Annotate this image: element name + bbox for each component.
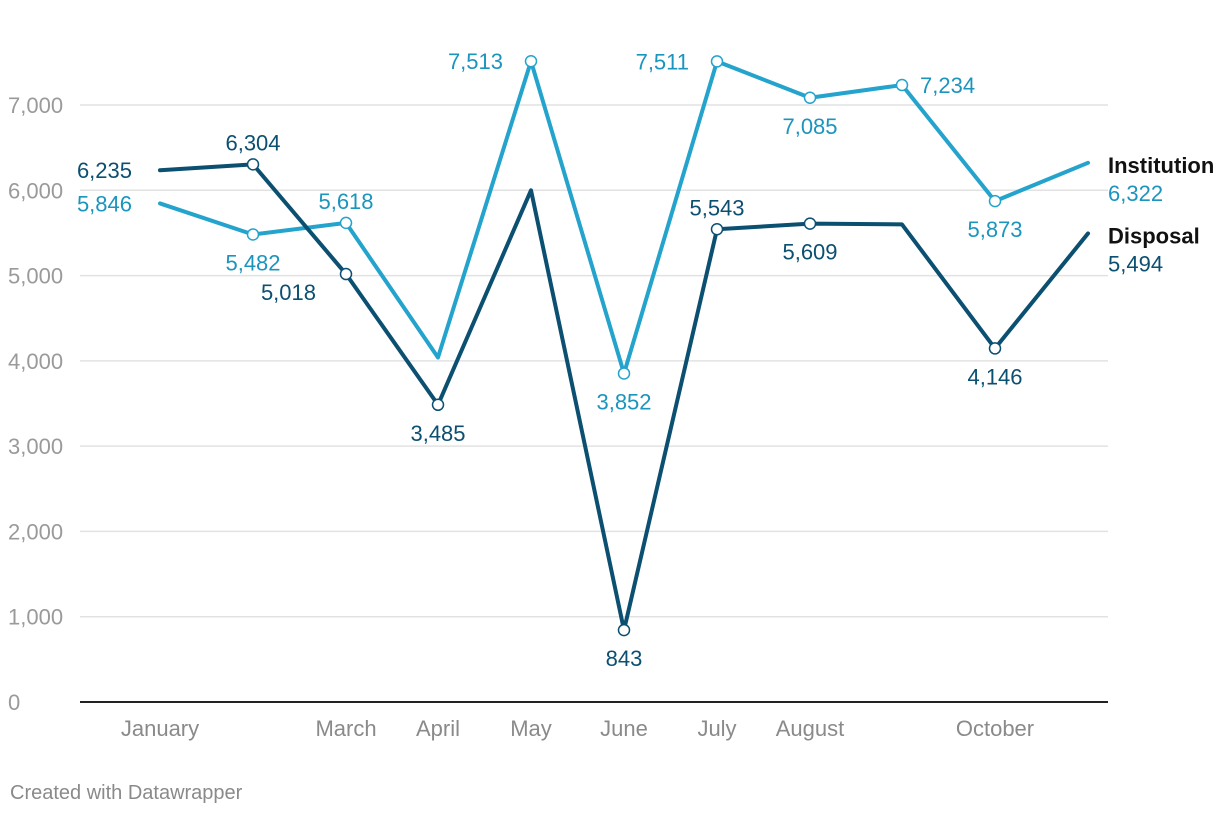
credit-text: Created with Datawrapper: [10, 782, 243, 804]
data-point-disposal: [617, 623, 631, 637]
data-point-disposal: [710, 223, 724, 236]
data-point-institution: [246, 228, 260, 241]
data-label-institution: 7,513: [448, 49, 503, 74]
data-point-disposal: [339, 267, 353, 281]
y-tick-label: 0: [8, 690, 20, 715]
x-tick-label: August: [776, 716, 845, 741]
data-label-disposal: 5,018: [261, 280, 316, 305]
data-label-institution: 5,618: [318, 189, 373, 214]
data-point-institution: [524, 54, 538, 68]
data-point-disposal: [803, 217, 817, 230]
data-label-institution: 7,085: [782, 114, 837, 139]
data-label-institution: 7,234: [920, 73, 975, 98]
y-tick-label: 1,000: [8, 605, 63, 630]
data-point-institution: [617, 367, 631, 380]
x-tick-label: October: [956, 716, 1034, 741]
data-point-institution: [803, 91, 817, 105]
y-tick-label: 3,000: [8, 434, 63, 459]
y-tick-label: 5,000: [8, 264, 63, 289]
x-tick-label: April: [416, 716, 460, 741]
data-label-institution: 5,846: [77, 191, 132, 216]
x-tick-label: July: [697, 716, 736, 741]
data-label-disposal: 4,146: [967, 364, 1022, 389]
data-label-disposal: 843: [606, 646, 643, 671]
y-tick-label: 2,000: [8, 519, 63, 544]
y-tick-label: 4,000: [8, 349, 63, 374]
data-label-institution: 5,873: [967, 217, 1022, 242]
y-tick-label: 6,000: [8, 178, 63, 203]
data-label-disposal: 5,543: [689, 195, 744, 220]
data-point-disposal: [246, 158, 260, 171]
data-point-institution: [339, 216, 353, 230]
data-label-institution: 7,511: [636, 49, 689, 74]
data-point-disposal: [988, 342, 1002, 355]
x-tick-label: June: [600, 716, 648, 741]
data-label-disposal: 6,235: [77, 158, 132, 183]
line-chart: 0 1,000 2,000 3,000 4,000 5,000 6,000 7,000 Janu…: [8, 49, 1214, 741]
data-label-institution: 6,322: [1108, 181, 1163, 206]
data-label-disposal: 5,609: [782, 240, 837, 265]
y-tick-label: 7,000: [8, 93, 63, 118]
data-point-institution: [988, 194, 1002, 208]
x-tick-label: January: [121, 716, 199, 741]
data-label-disposal: 3,485: [410, 421, 465, 446]
x-tick-label: March: [315, 716, 376, 741]
data-point-disposal: [431, 398, 445, 412]
data-label-disposal: 6,304: [225, 130, 280, 155]
data-point-institution: [895, 78, 909, 92]
data-point-institution: [710, 55, 724, 68]
x-tick-label: May: [510, 716, 552, 741]
data-label-institution: 5,482: [225, 250, 280, 275]
series-name-institution: Institution: [1108, 153, 1214, 178]
data-label-disposal: 5,494: [1108, 251, 1163, 276]
data-label-institution: 3,852: [596, 389, 651, 414]
series-name-disposal: Disposal: [1108, 223, 1200, 248]
